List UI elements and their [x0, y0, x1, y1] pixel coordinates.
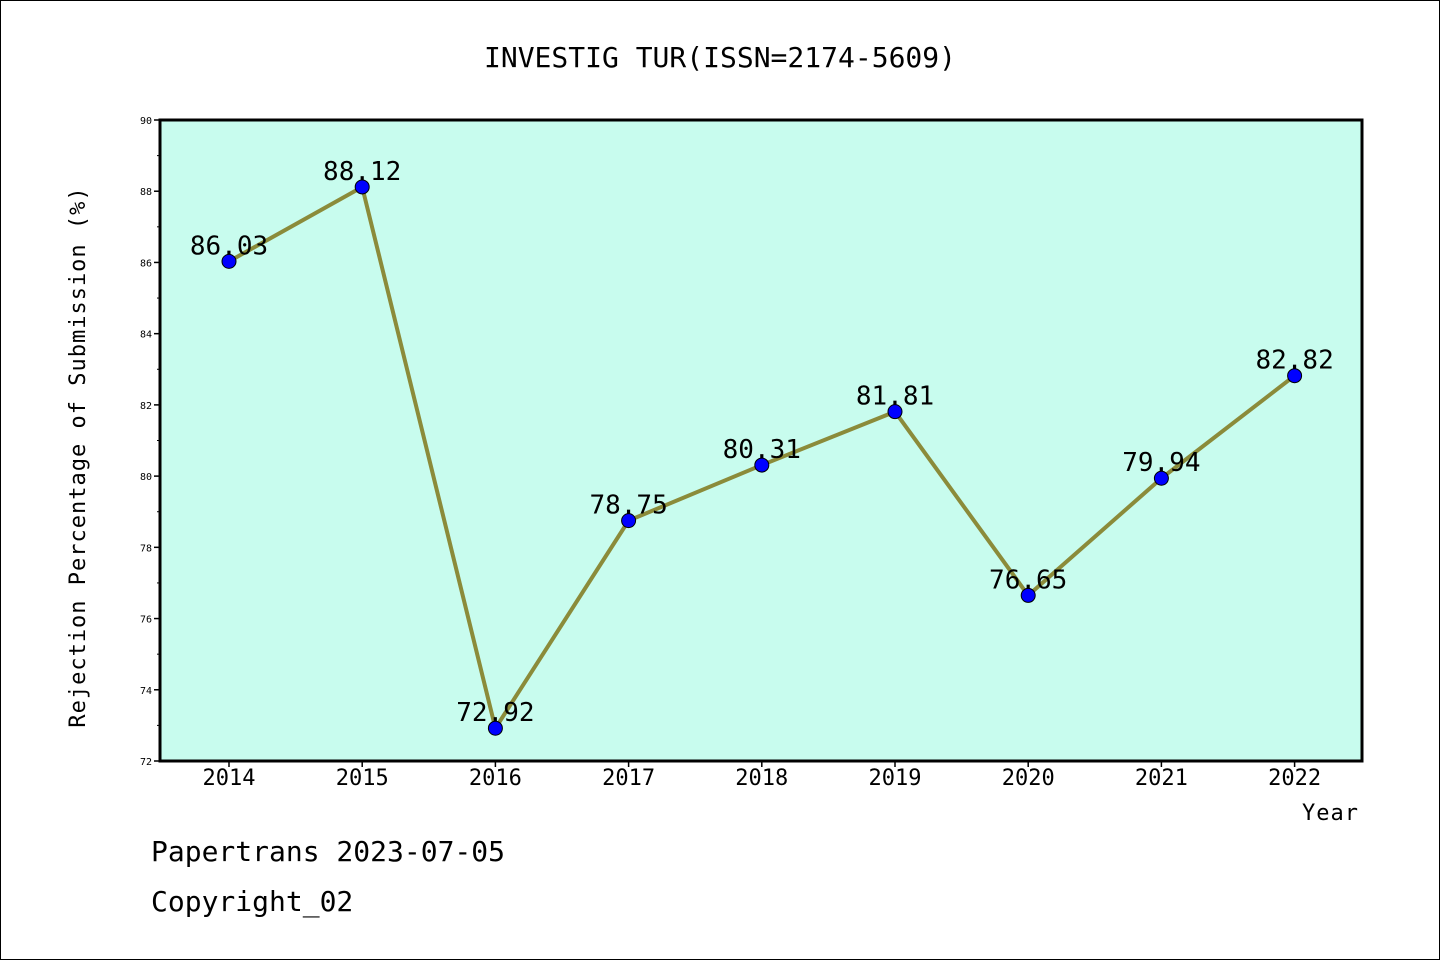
x-tick-label: 2014 — [203, 766, 256, 791]
y-axis: 72 74 76 78 80 82 84 86 88 90 — [140, 116, 160, 768]
x-axis-label: Year — [1302, 801, 1359, 826]
data-label: 86.03 — [190, 231, 268, 261]
y-tick-label: 86 — [140, 258, 152, 269]
x-tick-label: 2022 — [1268, 766, 1321, 791]
x-axis: 2014 2015 2016 2017 2018 2019 2020 2021 2022 — [203, 761, 1321, 791]
y-tick-label: 78 — [140, 543, 152, 554]
x-tick-label: 2016 — [469, 766, 522, 791]
chart-title: INVESTIG TUR(ISSN=2174-5609) — [484, 41, 956, 74]
y-tick-label: 90 — [140, 116, 152, 127]
footer-copyright: Copyright_02 — [151, 885, 354, 918]
data-point — [1287, 368, 1303, 384]
y-tick-label: 76 — [140, 615, 152, 626]
x-tick-label: 2020 — [1002, 766, 1055, 791]
x-tick-label: 2015 — [336, 766, 389, 791]
data-point — [221, 253, 237, 269]
data-point — [354, 179, 370, 195]
y-tick-label: 72 — [140, 757, 152, 768]
data-label: 79.94 — [1122, 448, 1200, 478]
y-tick-label: 80 — [140, 472, 152, 483]
data-label: 80.31 — [723, 435, 801, 465]
x-tick-label: 2019 — [869, 766, 922, 791]
data-labels: 86.03 88.12 72.92 78.75 80.31 81.81 76.65 79.94… — [190, 157, 1334, 728]
data-label: 88.12 — [323, 157, 401, 187]
y-axis-label: Rejection Percentage of Submission (%) — [66, 186, 91, 727]
y-tick-label: 88 — [140, 187, 152, 198]
x-tick-label: 2018 — [735, 766, 788, 791]
x-tick-label: 2021 — [1135, 766, 1188, 791]
data-points — [221, 179, 1303, 736]
data-label: 78.75 — [589, 491, 667, 521]
y-tick-label: 74 — [140, 686, 152, 697]
data-label: 82.82 — [1255, 346, 1333, 376]
data-point — [621, 513, 637, 529]
data-point — [887, 404, 903, 420]
data-label: 72.92 — [456, 698, 534, 728]
footer-date: Papertrans 2023-07-05 — [151, 835, 506, 868]
data-label: 76.65 — [989, 565, 1067, 595]
y-tick-label: 82 — [140, 401, 152, 412]
data-label: 81.81 — [856, 382, 934, 412]
y-tick-label: 84 — [140, 330, 152, 341]
data-point — [754, 457, 770, 473]
data-point — [1153, 470, 1169, 486]
x-tick-label: 2017 — [602, 766, 655, 791]
plot-area — [158, 118, 1364, 763]
data-point — [1020, 587, 1036, 603]
data-point — [487, 720, 503, 736]
